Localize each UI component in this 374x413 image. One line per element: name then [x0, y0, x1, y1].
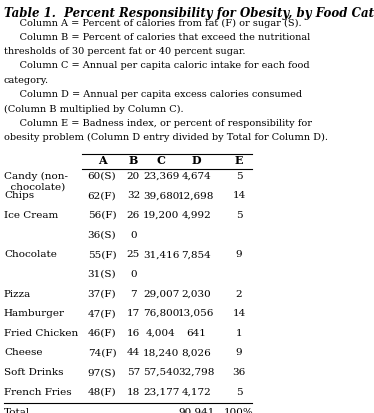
Text: 14: 14: [232, 191, 246, 200]
Text: 9: 9: [236, 348, 242, 356]
Text: 32: 32: [127, 191, 140, 200]
Text: 44: 44: [127, 348, 140, 356]
Text: 16: 16: [127, 328, 140, 337]
Text: thresholds of 30 percent fat or 40 percent sugar.: thresholds of 30 percent fat or 40 perce…: [4, 47, 245, 56]
Text: 46(F): 46(F): [88, 328, 116, 337]
Text: Cheese: Cheese: [4, 348, 42, 356]
Text: 29,007: 29,007: [143, 289, 179, 298]
Text: 31,416: 31,416: [143, 249, 179, 259]
Text: Soft Drinks: Soft Drinks: [4, 367, 64, 376]
Text: 25: 25: [127, 249, 140, 259]
Text: 32,798: 32,798: [178, 367, 214, 376]
Text: 62(F): 62(F): [88, 191, 116, 200]
Text: 100%: 100%: [224, 407, 254, 413]
Text: 60(S): 60(S): [88, 171, 116, 180]
Text: 5: 5: [236, 387, 242, 396]
Text: 2,030: 2,030: [181, 289, 211, 298]
Text: 4,674: 4,674: [181, 171, 211, 180]
Text: 48(F): 48(F): [88, 387, 116, 396]
Text: 36: 36: [232, 367, 246, 376]
Text: 56(F): 56(F): [88, 211, 116, 219]
Text: 0: 0: [130, 230, 137, 239]
Text: 18: 18: [127, 387, 140, 396]
Text: 13,056: 13,056: [178, 309, 214, 317]
Text: 2: 2: [236, 289, 242, 298]
Text: 23,177: 23,177: [143, 387, 179, 396]
Text: 26: 26: [127, 211, 140, 219]
Text: 12,698: 12,698: [178, 191, 214, 200]
Text: 4,172: 4,172: [181, 387, 211, 396]
Text: 36(S): 36(S): [88, 230, 116, 239]
Text: 18,240: 18,240: [143, 348, 179, 356]
Text: C: C: [157, 155, 165, 166]
Text: Column C = Annual per capita caloric intake for each food: Column C = Annual per capita caloric int…: [4, 61, 310, 70]
Text: Column E = Badness index, or percent of responsibility for: Column E = Badness index, or percent of …: [4, 119, 312, 128]
Text: 57: 57: [127, 367, 140, 376]
Text: 17: 17: [127, 309, 140, 317]
Text: 5: 5: [236, 211, 242, 219]
Text: 76,800: 76,800: [143, 309, 179, 317]
Text: Total: Total: [4, 407, 30, 413]
Text: 7,854: 7,854: [181, 249, 211, 259]
Text: 19,200: 19,200: [143, 211, 179, 219]
Text: Pizza: Pizza: [4, 289, 31, 298]
Text: obesity problem (Column D entry divided by Total for Column D).: obesity problem (Column D entry divided …: [4, 133, 328, 142]
Text: 641: 641: [186, 328, 206, 337]
Text: 0: 0: [130, 269, 137, 278]
Text: Fried Chicken: Fried Chicken: [4, 328, 78, 337]
Text: 39,680: 39,680: [143, 191, 179, 200]
Text: 1: 1: [236, 328, 242, 337]
Text: 9: 9: [236, 249, 242, 259]
Text: 5: 5: [236, 171, 242, 180]
Text: 74(F): 74(F): [88, 348, 116, 356]
Text: 8,026: 8,026: [181, 348, 211, 356]
Text: 47(F): 47(F): [88, 309, 116, 317]
Text: Hamburger: Hamburger: [4, 309, 65, 317]
Text: Chips: Chips: [4, 191, 34, 200]
Text: 31(S): 31(S): [88, 269, 116, 278]
Text: 55(F): 55(F): [88, 249, 116, 259]
Text: 23,369: 23,369: [143, 171, 179, 180]
Text: French Fries: French Fries: [4, 387, 71, 396]
Text: B: B: [129, 155, 138, 166]
Text: D: D: [191, 155, 201, 166]
Text: A: A: [98, 155, 106, 166]
Text: 20: 20: [127, 171, 140, 180]
Text: 97(S): 97(S): [88, 367, 116, 376]
Text: Column A = Percent of calories from fat (F) or sugar (S).: Column A = Percent of calories from fat …: [4, 18, 301, 27]
Text: Table 1.  Percent Responsibility for Obesity, by Food Category: Table 1. Percent Responsibility for Obes…: [4, 7, 374, 20]
Text: 37(F): 37(F): [88, 289, 116, 298]
Text: 57,540: 57,540: [143, 367, 179, 376]
Text: category.: category.: [4, 76, 49, 85]
Text: 4,004: 4,004: [146, 328, 176, 337]
Text: 4,992: 4,992: [181, 211, 211, 219]
Text: Column B = Percent of calories that exceed the nutritional: Column B = Percent of calories that exce…: [4, 33, 310, 42]
Text: Ice Cream: Ice Cream: [4, 211, 58, 219]
Text: Candy (non-
  chocolate): Candy (non- chocolate): [4, 171, 68, 191]
Text: 7: 7: [130, 289, 137, 298]
Text: Column D = Annual per capita excess calories consumed: Column D = Annual per capita excess calo…: [4, 90, 302, 99]
Text: Chocolate: Chocolate: [4, 249, 57, 259]
Text: 14: 14: [232, 309, 246, 317]
Text: E: E: [235, 155, 243, 166]
Text: 90,941: 90,941: [178, 407, 214, 413]
Text: (Column B multiplied by Column C).: (Column B multiplied by Column C).: [4, 104, 184, 113]
